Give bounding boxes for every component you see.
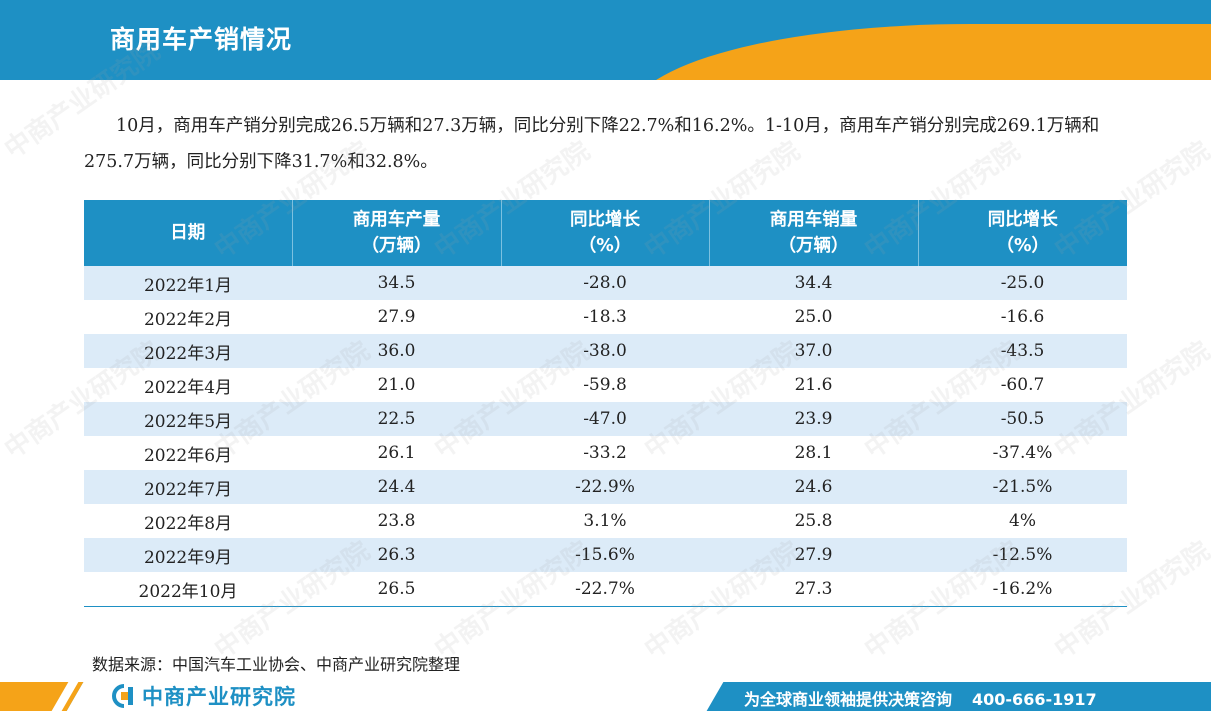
- header-date: 日期: [84, 200, 292, 266]
- cell-production-yoy: -38.0: [501, 334, 709, 368]
- cell-date: 2022年7月: [84, 470, 292, 504]
- cell-sales-yoy: -50.5: [918, 402, 1127, 436]
- footer-brand-name: 中商产业研究院: [142, 685, 296, 709]
- table-row: 2022年6月 26.1 -33.2 28.1 -37.4%: [84, 436, 1127, 470]
- cell-sales: 25.8: [709, 504, 918, 538]
- cell-date: 2022年9月: [84, 538, 292, 572]
- cell-sales: 21.6: [709, 368, 918, 402]
- cell-sales-yoy: -25.0: [918, 266, 1127, 300]
- table-row: 2022年5月 22.5 -47.0 23.9 -50.5: [84, 402, 1127, 436]
- cell-production-yoy: -33.2: [501, 436, 709, 470]
- cell-date: 2022年8月: [84, 504, 292, 538]
- cell-sales: 27.9: [709, 538, 918, 572]
- cell-production: 26.1: [292, 436, 501, 470]
- table-row: 2022年7月 24.4 -22.9% 24.6 -21.5%: [84, 470, 1127, 504]
- cell-production: 26.3: [292, 538, 501, 572]
- table-row: 2022年4月 21.0 -59.8 21.6 -60.7: [84, 368, 1127, 402]
- header-banner: 商用车产销情况: [0, 0, 1211, 80]
- cell-date: 2022年6月: [84, 436, 292, 470]
- table-row: 2022年9月 26.3 -15.6% 27.9 -12.5%: [84, 538, 1127, 572]
- cell-sales: 24.6: [709, 470, 918, 504]
- header-production: 商用车产量 （万辆）: [291, 200, 501, 266]
- cell-production-yoy: -59.8: [501, 368, 709, 402]
- footer-logo: 中商产业研究院: [110, 683, 296, 709]
- cell-sales: 37.0: [709, 334, 918, 368]
- header-production-yoy: 同比增长 （%）: [500, 200, 709, 266]
- cell-date: 2022年2月: [84, 300, 292, 334]
- cell-production: 34.5: [292, 266, 501, 300]
- cell-production: 36.0: [292, 334, 501, 368]
- cell-production-yoy: -15.6%: [501, 538, 709, 572]
- production-sales-table: 日期 商用车产量 （万辆） 同比增长 （%） 商用车销量 （万辆） 同比增长 （%） 2…: [84, 200, 1127, 607]
- cell-date: 2022年5月: [84, 402, 292, 436]
- cell-sales-yoy: 4%: [918, 504, 1127, 538]
- footer-bar: 中商产业研究院 为全球商业领袖提供决策咨询 400-666-1917: [0, 682, 1211, 711]
- cell-production-yoy: -18.3: [501, 300, 709, 334]
- header-orange-swoosh: [631, 24, 1211, 80]
- cell-date: 2022年4月: [84, 368, 292, 402]
- header-sales: 商用车销量 （万辆）: [708, 200, 918, 266]
- cell-sales-yoy: -37.4%: [918, 436, 1127, 470]
- footer-phone: 400-666-1917: [972, 690, 1097, 709]
- cell-date: 2022年10月: [84, 572, 292, 607]
- zhongshang-logo-icon: [112, 684, 133, 708]
- cell-sales-yoy: -21.5%: [918, 470, 1127, 504]
- table-row: 2022年3月 36.0 -38.0 37.0 -43.5: [84, 334, 1127, 368]
- cell-sales-yoy: -60.7: [918, 368, 1127, 402]
- cell-sales: 28.1: [709, 436, 918, 470]
- cell-production: 22.5: [292, 402, 501, 436]
- cell-production-yoy: -47.0: [501, 402, 709, 436]
- cell-production: 21.0: [292, 368, 501, 402]
- table-row: 2022年1月 34.5 -28.0 34.4 -25.0: [84, 266, 1127, 300]
- cell-production: 23.8: [292, 504, 501, 538]
- cell-production-yoy: -22.9%: [501, 470, 709, 504]
- table-header-row: 日期 商用车产量 （万辆） 同比增长 （%） 商用车销量 （万辆） 同比增长 （%）: [84, 200, 1127, 266]
- table-row: 2022年2月 27.9 -18.3 25.0 -16.6: [84, 300, 1127, 334]
- cell-production: 27.9: [292, 300, 501, 334]
- cell-production-yoy: 3.1%: [501, 504, 709, 538]
- cell-sales: 27.3: [709, 572, 918, 607]
- page-title: 商用车产销情况: [110, 25, 293, 54]
- cell-sales-yoy: -12.5%: [918, 538, 1127, 572]
- cell-production: 26.5: [292, 572, 501, 607]
- table-row: 2022年8月 23.8 3.1% 25.8 4%: [84, 504, 1127, 538]
- cell-date: 2022年1月: [84, 266, 292, 300]
- cell-sales-yoy: -43.5: [918, 334, 1127, 368]
- cell-production-yoy: -28.0: [501, 266, 709, 300]
- cell-production: 24.4: [292, 470, 501, 504]
- data-source-note: 数据来源：中国汽车工业协会、中商产业研究院整理: [92, 655, 461, 674]
- cell-sales-yoy: -16.6: [918, 300, 1127, 334]
- intro-paragraph: 10月，商用车产销分别完成26.5万辆和27.3万辆，同比分别下降22.7%和1…: [84, 116, 1100, 172]
- cell-sales: 25.0: [709, 300, 918, 334]
- cell-sales: 23.9: [709, 402, 918, 436]
- footer-slogan: 为全球商业领袖提供决策咨询 400-666-1917: [744, 690, 1097, 709]
- cell-sales: 34.4: [709, 266, 918, 300]
- table-row: 2022年10月 26.5 -22.7% 27.3 -16.2%: [84, 572, 1127, 607]
- header-sales-yoy: 同比增长 （%）: [917, 200, 1127, 266]
- cell-sales-yoy: -16.2%: [918, 572, 1127, 607]
- cell-production-yoy: -22.7%: [501, 572, 709, 607]
- cell-date: 2022年3月: [84, 334, 292, 368]
